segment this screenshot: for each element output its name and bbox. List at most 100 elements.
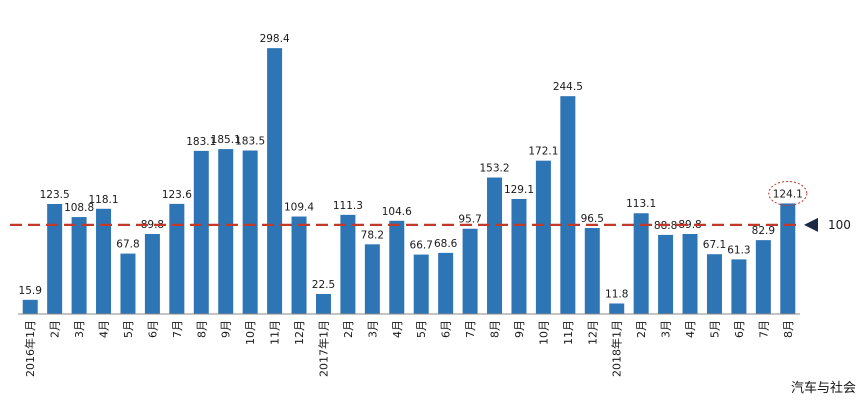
value-label-5: 89.8: [141, 219, 164, 231]
value-label-2: 108.8: [64, 202, 94, 214]
x-tick-label-8: 9月: [220, 320, 233, 338]
bar-11: [291, 216, 307, 314]
value-label-0: 15.9: [19, 285, 42, 297]
x-tick-label-15: 4月: [391, 320, 404, 338]
x-tick-label-13: 2月: [342, 320, 355, 338]
value-label-8: 185.1: [211, 134, 241, 146]
value-label-16: 66.7: [410, 240, 433, 252]
x-tick-label-11: 12月: [293, 320, 306, 345]
bar-28: [706, 254, 722, 314]
value-labels-group: 15.9123.5108.8118.167.889.8123.6183.1185…: [19, 33, 803, 300]
value-label-19: 153.2: [480, 163, 510, 175]
value-label-15: 104.6: [382, 206, 412, 218]
x-tick-label-18: 7月: [464, 320, 477, 338]
x-tick-label-29: 6月: [733, 320, 746, 338]
x-tick-label-27: 4月: [684, 320, 697, 338]
x-tick-label-20: 9月: [513, 320, 526, 338]
bar-13: [340, 214, 356, 314]
value-label-25: 113.1: [626, 198, 656, 210]
bar-1: [47, 203, 63, 314]
value-label-14: 78.2: [361, 229, 384, 241]
bar-3: [96, 208, 112, 314]
x-tick-label-16: 5月: [415, 320, 428, 338]
x-tick-label-24: 2018年1月: [610, 320, 624, 377]
reference-marker-icon: [804, 217, 818, 232]
value-label-22: 244.5: [553, 81, 583, 93]
value-label-18: 95.7: [458, 214, 481, 226]
x-tick-label-22: 11月: [562, 320, 575, 345]
value-label-21: 172.1: [528, 146, 558, 158]
value-label-7: 183.1: [186, 136, 216, 148]
x-tick-label-31: 8月: [782, 320, 795, 338]
x-tick-label-9: 10月: [244, 320, 257, 345]
bar-29: [731, 259, 747, 314]
x-tick-label-10: 11月: [269, 320, 282, 345]
value-label-11: 109.4: [284, 202, 314, 214]
value-label-4: 67.8: [116, 239, 139, 251]
bar-9: [242, 150, 258, 314]
value-label-12: 22.5: [312, 279, 335, 291]
x-tick-label-21: 10月: [537, 320, 550, 345]
x-tick-label-5: 6月: [146, 320, 159, 338]
bar-19: [487, 177, 503, 314]
value-label-1: 123.5: [40, 189, 70, 201]
value-label-10: 298.4: [260, 33, 290, 45]
bar-24: [609, 303, 625, 314]
x-tick-label-17: 6月: [440, 320, 453, 338]
bar-2: [71, 217, 87, 314]
value-label-31: 124.1: [773, 188, 803, 200]
value-label-17: 68.6: [434, 238, 458, 250]
value-label-29: 61.3: [727, 244, 750, 256]
bar-21: [535, 160, 551, 314]
bar-6: [169, 203, 185, 314]
x-tick-label-0: 2016年1月: [23, 320, 37, 377]
bars-group: [22, 48, 796, 314]
bar-18: [462, 228, 478, 314]
bar-7: [193, 150, 209, 314]
bar-15: [389, 220, 405, 314]
x-tick-label-25: 2月: [635, 320, 648, 338]
bar-27: [682, 233, 698, 314]
value-label-27: 89.8: [678, 219, 701, 231]
bar-20: [511, 198, 527, 314]
bar-8: [218, 149, 234, 314]
x-tick-label-6: 7月: [171, 320, 184, 338]
value-label-30: 82.9: [752, 225, 775, 237]
highlight-circle: [768, 180, 808, 206]
bar-12: [315, 293, 331, 314]
value-label-13: 111.3: [333, 200, 363, 212]
bar-30: [755, 240, 771, 314]
value-label-20: 129.1: [504, 184, 534, 196]
bar-4: [120, 253, 136, 314]
x-tick-label-30: 7月: [757, 320, 770, 338]
value-label-24: 11.8: [605, 288, 628, 300]
bar-31: [780, 203, 796, 314]
watermark: 汽车与社会: [790, 381, 856, 396]
value-label-3: 118.1: [89, 194, 119, 206]
x-tick-label-12: 2017年1月: [316, 320, 330, 377]
bar-14: [364, 244, 380, 314]
x-tick-label-7: 8月: [195, 320, 208, 338]
x-tick-label-3: 4月: [98, 320, 111, 338]
value-label-23: 96.5: [581, 213, 604, 225]
bar-25: [633, 213, 649, 314]
value-label-28: 67.1: [703, 239, 726, 251]
x-tick-labels-group: 2016年1月 2月 3月 4月 5月 6月 7月 8月 9月 10月 11月 12月 2017年1月 2…: [23, 320, 795, 377]
bar-22: [560, 96, 576, 314]
bar-17: [438, 252, 454, 314]
bar-23: [584, 228, 600, 314]
x-tick-label-19: 8月: [489, 320, 502, 338]
x-tick-label-1: 2月: [49, 320, 62, 338]
bar-16: [413, 254, 429, 314]
bar-0: [22, 299, 38, 314]
bar-26: [658, 234, 674, 314]
x-tick-label-23: 12月: [586, 320, 599, 345]
x-tick-label-26: 3月: [660, 320, 673, 338]
bar-5: [144, 233, 160, 314]
x-tick-label-2: 3月: [73, 320, 86, 338]
value-label-9: 183.5: [235, 136, 265, 148]
x-tick-label-28: 5月: [708, 320, 721, 338]
x-tick-label-14: 3月: [366, 320, 379, 338]
bar-10: [267, 48, 283, 314]
